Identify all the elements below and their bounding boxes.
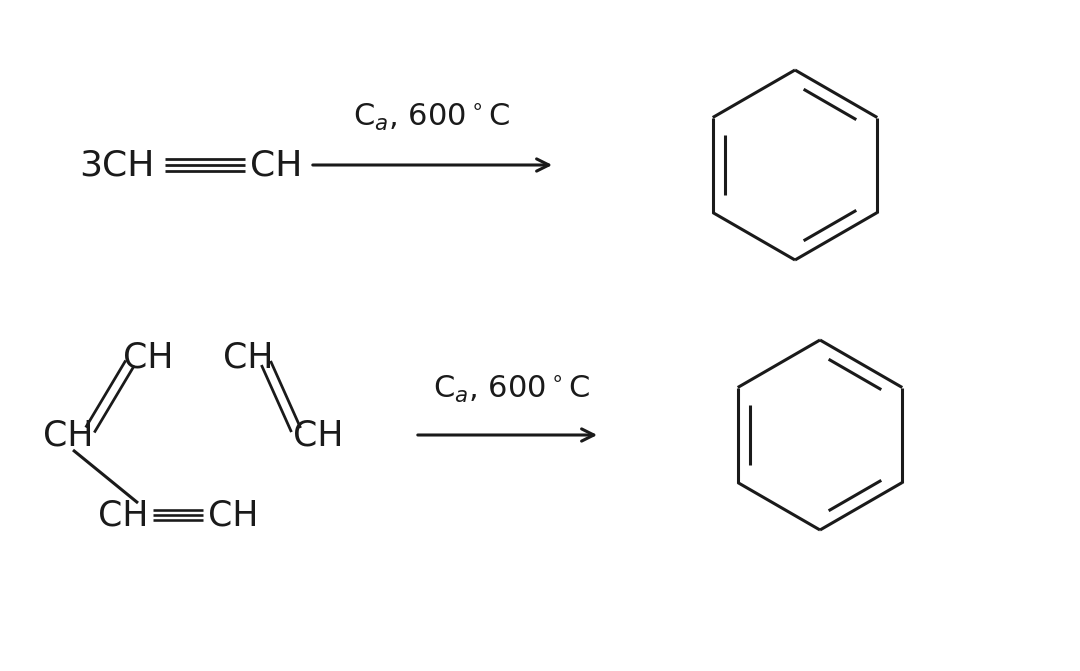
Text: CH: CH [43,418,93,452]
Text: CH: CH [222,341,273,375]
Text: CH: CH [97,498,148,532]
Text: CH: CH [249,148,302,182]
Text: CH: CH [123,341,173,375]
Text: C$_a$, 600$^\circ$C: C$_a$, 600$^\circ$C [353,101,511,133]
Text: CH: CH [293,418,343,452]
Text: C$_a$, 600$^\circ$C: C$_a$, 600$^\circ$C [433,374,591,405]
Text: CH: CH [208,498,258,532]
Text: 3CH: 3CH [80,148,156,182]
